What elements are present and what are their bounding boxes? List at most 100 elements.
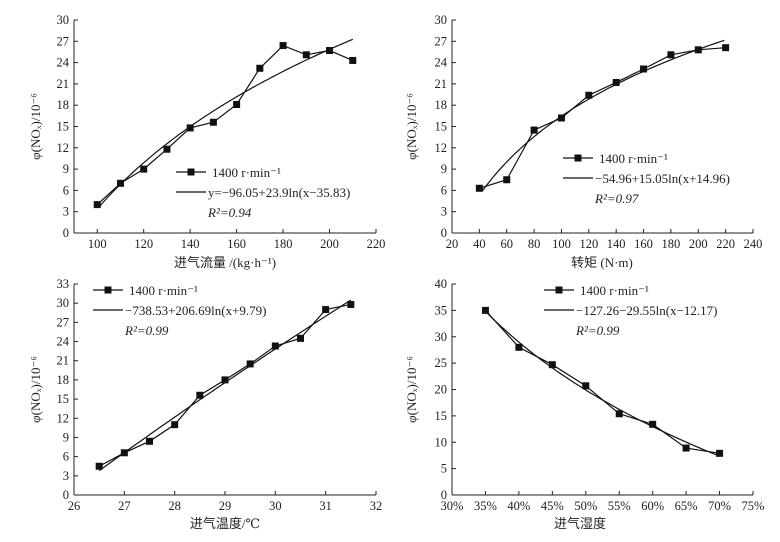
fit-curve: [99, 38, 354, 207]
legend-label-fit: −54.96+15.05ln(x+14.96): [595, 171, 730, 186]
legend-label-fit: −127.26−29.55ln(x−12.17): [576, 303, 718, 318]
y-axis-label: φ(NOₓ)/10⁻⁶: [404, 93, 419, 160]
x-tick-label: 220: [367, 237, 386, 251]
x-tick-label: 40%: [507, 499, 530, 513]
x-axis-label: 进气流量 /(kg·h⁻¹): [174, 255, 276, 270]
y-tick-label: 24: [57, 335, 70, 349]
x-tick-label: 35%: [474, 499, 497, 513]
y-tick-label: 30: [57, 296, 70, 310]
x-tick-label: 220: [716, 237, 735, 251]
legend-marker: [574, 154, 582, 162]
y-axis-label: φ(NOₓ)/10⁻⁶: [28, 93, 43, 160]
y-axis-label: φ(NOₓ)/10⁻⁶: [28, 356, 43, 423]
data-point: [163, 145, 171, 153]
legend-label-data: 1400 r·min⁻¹: [129, 283, 198, 298]
x-tick-label: 55%: [608, 499, 631, 513]
data-point: [322, 306, 330, 314]
x-axis-label: 进气温度/℃: [190, 516, 260, 531]
r-squared-label: R²=0.97: [594, 191, 639, 206]
data-point: [246, 360, 254, 368]
data-point: [612, 78, 620, 86]
x-tick-label: 27: [118, 499, 131, 513]
data-point: [256, 64, 264, 72]
chart-torque: 20 40 60 80 100 120 140 160 180 200 220 240 0 3 6 9 12 15…: [404, 13, 762, 270]
y-tick-label: 18: [57, 98, 70, 112]
y-tick-label: 33: [57, 277, 70, 291]
data-point: [548, 361, 556, 369]
data-point: [515, 343, 523, 351]
data-point: [716, 449, 724, 457]
data-point: [271, 342, 279, 350]
data-point: [481, 306, 489, 314]
data-point: [585, 91, 593, 99]
y-tick-label: 9: [63, 162, 69, 176]
r-squared-label: R²=0.99: [124, 323, 169, 338]
x-tick-label: 32: [370, 499, 383, 513]
legend-label-data: 1400 r·min⁻¹: [599, 151, 668, 166]
y-tick-label: 0: [441, 488, 447, 502]
x-tick-label: 20: [446, 237, 459, 251]
data-point: [503, 176, 511, 184]
x-axis-label: 转矩 (N·m): [571, 255, 633, 270]
y-tick-label: 5: [441, 462, 447, 476]
data-point: [196, 391, 204, 399]
y-tick-label: 18: [57, 373, 70, 387]
data-point: [279, 42, 287, 50]
y-tick-label: 15: [57, 392, 70, 406]
y-tick-label: 24: [57, 56, 70, 70]
data-point: [530, 126, 538, 134]
x-tick-label: 28: [168, 499, 181, 513]
legend-label-data: 1400 r·min⁻¹: [212, 165, 281, 180]
y-tick-label: 27: [57, 315, 70, 329]
y-tick-label: 12: [57, 141, 70, 155]
y-tick-label: 9: [441, 162, 447, 176]
x-tick-label: 30%: [441, 499, 464, 513]
data-point: [475, 184, 483, 192]
y-tick-label: 6: [63, 183, 69, 197]
x-tick-label: 180: [662, 237, 681, 251]
data-line: [96, 44, 354, 206]
data-point: [302, 51, 310, 59]
y-tick-label: 3: [63, 205, 69, 219]
data-point: [667, 51, 675, 59]
x-tick-label: 65%: [675, 499, 698, 513]
data-point: [682, 444, 690, 452]
legend-label-fit: y=−96.05+23.9ln(x−35.83): [208, 185, 350, 200]
data-point: [233, 100, 241, 108]
y-tick-label: 15: [435, 120, 448, 134]
legend-marker: [187, 168, 195, 176]
data-point: [186, 124, 194, 132]
x-tick-label: 75%: [742, 499, 765, 513]
x-tick-label: 160: [227, 237, 246, 251]
y-tick-label: 30: [435, 330, 448, 344]
chart-intake-flow: 100 120 140 160 180 200 220 0 3 6 9 12 15 18 21 24 27 30 进…: [28, 13, 385, 270]
x-tick-label: 30: [269, 499, 282, 513]
y-tick-label: 6: [441, 183, 447, 197]
r-squared-label: R²=0.99: [575, 323, 620, 338]
data-point: [93, 201, 101, 209]
data-line: [479, 47, 726, 189]
x-tick-label: 180: [274, 237, 293, 251]
data-point: [140, 165, 148, 173]
x-tick-label: 160: [634, 237, 653, 251]
data-point: [615, 410, 623, 418]
y-tick-label: 25: [435, 356, 448, 370]
x-tick-label: 40: [473, 237, 486, 251]
x-tick-label: 200: [320, 237, 339, 251]
legend-label-fit: −738.53+206.69ln(x+9.79): [125, 303, 267, 318]
x-tick-label: 45%: [541, 499, 564, 513]
y-tick-label: 0: [63, 488, 69, 502]
data-point: [297, 334, 304, 342]
x-tick-label: 50%: [574, 499, 597, 513]
y-tick-label: 30: [435, 13, 448, 27]
y-tick-label: 15: [435, 409, 448, 423]
x-tick-label: 240: [744, 237, 763, 251]
y-tick-label: 30: [57, 13, 70, 27]
x-axis-label: 进气湿度: [554, 516, 606, 531]
fit-curve: [481, 39, 725, 192]
y-tick-label: 21: [57, 77, 70, 91]
x-tick-label: 70%: [708, 499, 731, 513]
x-tick-label: 29: [219, 499, 232, 513]
y-tick-label: 0: [63, 226, 69, 240]
